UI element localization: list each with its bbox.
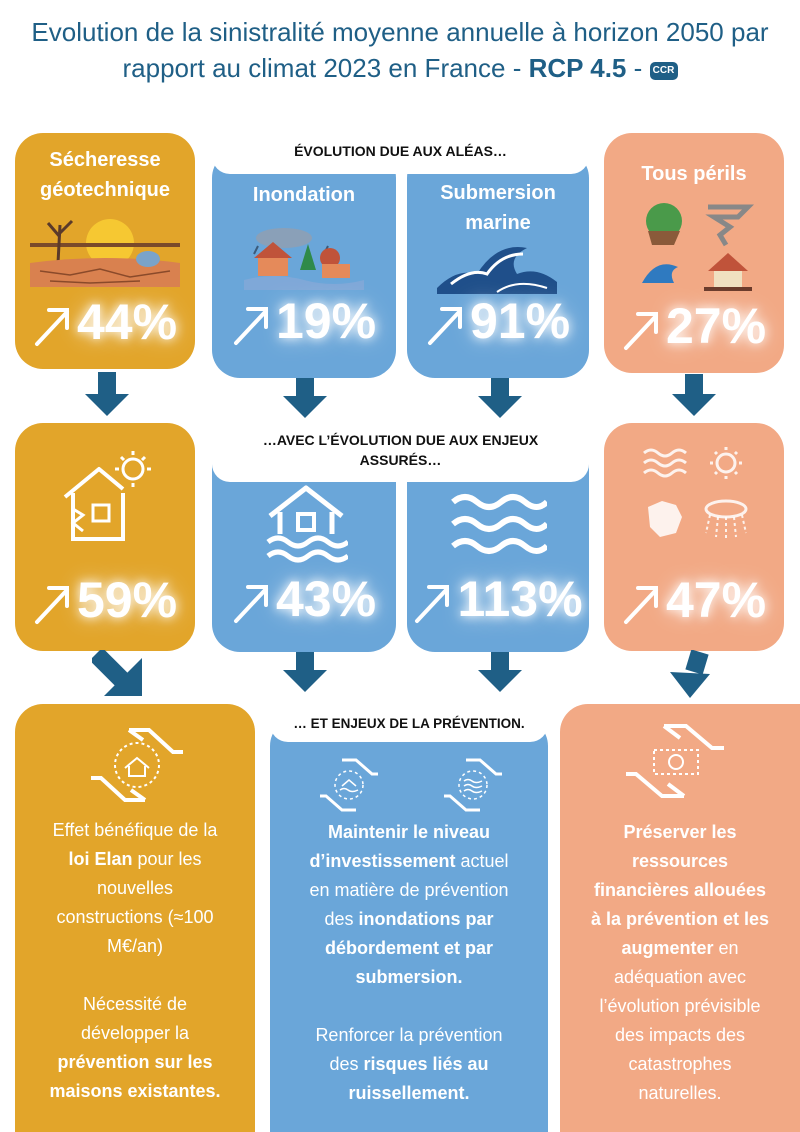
pct-inondation-alea: 19%: [212, 292, 396, 350]
pct-secheresse-alea: 44%: [15, 293, 195, 351]
panel-submersion-alea: Submersion marine 91%: [407, 150, 589, 378]
hazard-title-secheresse: Sécheresse géotechnique: [39, 149, 170, 201]
house-sun-icon: [59, 449, 159, 545]
hands-waves-icon: [442, 756, 504, 814]
label-aleas: ÉVOLUTION DUE AUX ALÉAS…: [212, 128, 589, 174]
flood-icon: [244, 224, 364, 290]
hazard-title-inondation: Inondation: [252, 184, 356, 206]
up-arrow-icon: [33, 304, 73, 348]
perils-mini-icons: [642, 445, 752, 555]
panel-inondation-alea: Inondation 19%: [212, 150, 396, 378]
all-perils-icon: [638, 201, 754, 297]
pct-tous-perils-alea: 27%: [604, 297, 784, 355]
wave-icon: [437, 238, 557, 294]
panel-tous-perils-enjeux: 47%: [604, 423, 784, 651]
pct-tous-perils-enjeux: 47%: [604, 571, 784, 629]
panel-secheresse-alea: Sécheresse géotechnique 44%: [15, 133, 195, 369]
panel-prevention-secheresse: Effet bénéfique de la loi Elan pour les …: [15, 704, 255, 1132]
up-arrow-icon: [426, 303, 466, 347]
pct-submersion-enjeux: 113%: [407, 570, 589, 628]
up-arrow-icon: [413, 581, 453, 625]
hazard-title-tous-perils: Tous périls: [641, 163, 747, 185]
hands-money-icon: [624, 718, 728, 804]
up-arrow-icon: [232, 581, 272, 625]
prevention-text-inondation: Maintenir le niveau d’investissement act…: [309, 822, 509, 1103]
title-line-1: Evolution de la sinistralité moyenne ann…: [31, 17, 769, 47]
hands-flood-icon: [318, 756, 380, 814]
rcp-scenario: RCP 4.5: [528, 53, 627, 83]
pct-secheresse-enjeux: 59%: [15, 571, 195, 629]
prevention-text-tous-perils: Préserver les ressources financières all…: [590, 822, 770, 1103]
label-enjeux: …AVEC L’ÉVOLUTION DUE AUX ENJEUX ASSURÉS…: [212, 418, 589, 482]
panel-prevention-inondation: Maintenir le niveau d’investissement act…: [270, 718, 548, 1132]
flooded-house-icon: [264, 482, 348, 566]
up-arrow-icon: [622, 308, 662, 352]
hands-house-icon: [89, 722, 185, 808]
page-title: Evolution de la sinistralité moyenne ann…: [0, 14, 800, 86]
hazard-title-submersion: Submersion marine: [440, 182, 556, 234]
pct-inondation-enjeux: 43%: [212, 570, 396, 628]
up-arrow-icon: [232, 303, 272, 347]
drought-icon: [30, 215, 180, 287]
waves-icon: [451, 492, 547, 558]
prevention-text-secheresse: Effet bénéfique de la loi Elan pour les …: [49, 820, 221, 1101]
up-arrow-icon: [33, 582, 73, 626]
panel-prevention-tous-perils: Préserver les ressources financières all…: [560, 704, 800, 1132]
panel-tous-perils-alea: Tous périls 27%: [604, 133, 784, 373]
title-line-2: rapport au climat 2023 en France - RCP 4…: [0, 50, 800, 86]
panel-secheresse-enjeux: 59%: [15, 423, 195, 651]
up-arrow-icon: [622, 582, 662, 626]
ccr-logo: CCR: [649, 62, 678, 80]
pct-submersion-alea: 91%: [407, 292, 589, 350]
label-prevention: … ET ENJEUX DE LA PRÉVENTION.: [270, 704, 548, 742]
